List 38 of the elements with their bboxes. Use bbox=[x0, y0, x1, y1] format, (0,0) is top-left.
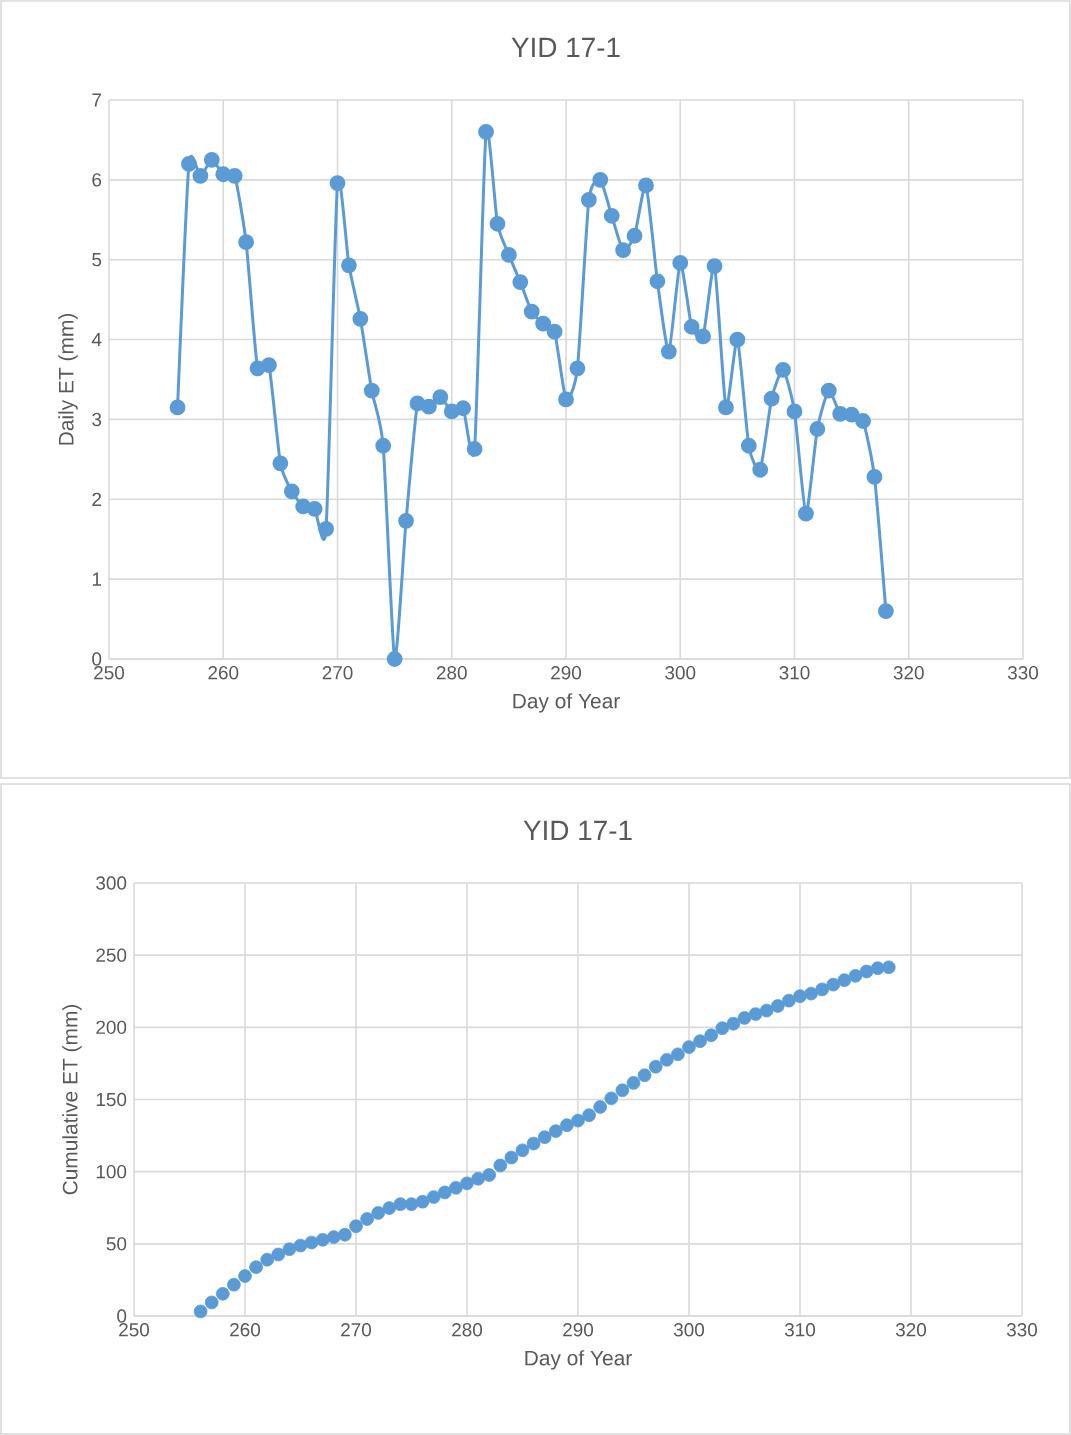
y-tick-label: 4 bbox=[91, 333, 102, 347]
y-tick-label: 2 bbox=[92, 492, 102, 506]
x-tick-label: 270 bbox=[341, 1323, 372, 1337]
x-axis-title: Day of Year bbox=[513, 693, 620, 713]
y-tick-label: 0 bbox=[117, 1309, 127, 1323]
x-tick-label: 260 bbox=[230, 1323, 261, 1337]
x-axis-title: Day of Year bbox=[525, 1350, 632, 1370]
y-tick-label: 50 bbox=[106, 1237, 127, 1251]
y-tick-label: 0 bbox=[92, 652, 102, 666]
y-tick-label: 100 bbox=[96, 1164, 127, 1179]
y-axis-title: Cumulative ET (mm) bbox=[62, 1004, 82, 1195]
x-tick-label: 290 bbox=[563, 1323, 594, 1337]
x-tick-label: 330 bbox=[1007, 666, 1039, 680]
y-tick-label: 7 bbox=[92, 93, 102, 107]
y-tick-label: 6 bbox=[92, 173, 102, 187]
x-tick-label: 310 bbox=[784, 1323, 816, 1337]
x-tick-label: 280 bbox=[436, 666, 467, 680]
x-tick-label: 320 bbox=[893, 666, 924, 680]
y-tick-label: 300 bbox=[96, 876, 127, 890]
chart-title: YID 17-1 bbox=[523, 820, 632, 840]
y-tick-label: 1 bbox=[92, 572, 102, 586]
y-tick-label: 3 bbox=[92, 412, 102, 427]
x-tick-label: 270 bbox=[322, 666, 353, 680]
x-tick-label: 290 bbox=[551, 666, 582, 680]
x-tick-label: 320 bbox=[895, 1323, 927, 1337]
x-tick-label: 250 bbox=[119, 1323, 150, 1337]
x-tick-label: 300 bbox=[665, 666, 696, 680]
y-axis-title: Daily ET (mm) bbox=[58, 314, 78, 445]
y-tick-label: 5 bbox=[92, 253, 102, 267]
chart-title: YID 17-1 bbox=[511, 37, 620, 57]
x-tick-label: 300 bbox=[673, 1323, 705, 1337]
y-tick-label: 150 bbox=[96, 1092, 127, 1107]
y-tick-label: 200 bbox=[96, 1020, 127, 1035]
x-tick-label: 330 bbox=[1006, 1323, 1038, 1337]
x-tick-label: 310 bbox=[779, 666, 810, 680]
x-tick-label: 260 bbox=[208, 666, 239, 680]
x-tick-label: 280 bbox=[452, 1323, 483, 1337]
y-tick-label: 250 bbox=[96, 948, 127, 962]
